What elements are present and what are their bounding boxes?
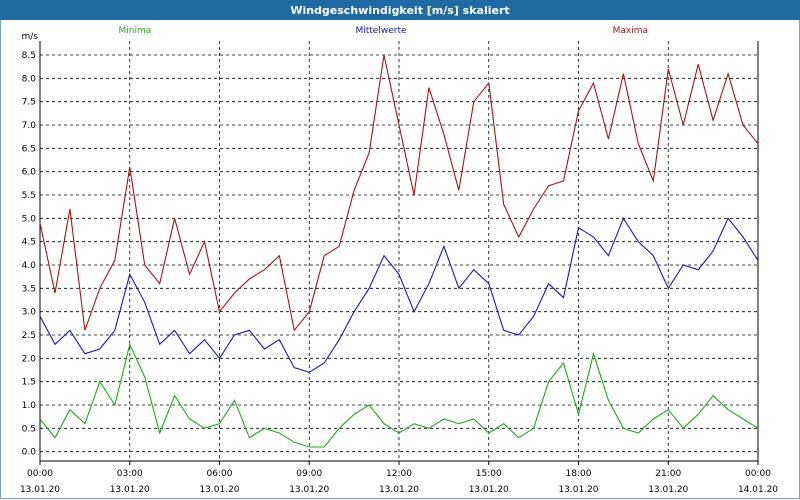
legend-maxima: Maxima: [613, 26, 648, 36]
y-tick-label: 4.5: [22, 238, 36, 248]
series-line-minima: [39, 342, 759, 448]
x-tick-time: 15:00: [476, 469, 502, 479]
y-tick-label: 5.5: [22, 191, 36, 201]
y-tick-label: 6.0: [22, 168, 37, 178]
grid-lines: [40, 41, 758, 461]
y-tick-label: 3.5: [22, 284, 36, 294]
x-tick-date: 13.01.20: [289, 485, 329, 495]
y-tick-label: 1.0: [22, 401, 37, 411]
x-tick-date: 13.01.20: [648, 485, 688, 495]
x-tick-date: 13.01.20: [20, 485, 60, 495]
x-tick-time: 00:00: [745, 469, 771, 479]
y-tick-label: 0.5: [22, 424, 36, 434]
x-tick-date: 13.01.20: [469, 485, 509, 495]
series-line-mittelwerte: [39, 217, 759, 373]
x-tick-time: 09:00: [296, 469, 322, 479]
x-tick-time: 03:00: [117, 469, 143, 479]
series-line-maxima: [39, 54, 759, 332]
y-tick-label: 8.5: [22, 51, 36, 61]
legend: Minima Mittelwerte Maxima: [118, 26, 647, 36]
x-tick-date: 14.01.20: [738, 485, 778, 495]
window-title: Windgeschwindigkeit [m/s] skaliert: [0, 0, 800, 20]
tick-labels: 0.0 0.5 1.0 1.5 2.0 2.5 3.0 3.5 4.0 4.5 5.0 5.5 6.0 6…: [20, 32, 778, 495]
x-tick-time: 12:00: [386, 469, 412, 479]
y-tick-label: 6.5: [22, 144, 36, 154]
y-tick-label: 1.5: [22, 378, 36, 388]
legend-mittelwerte: Mittelwerte: [355, 26, 406, 36]
x-tick-date: 13.01.20: [110, 485, 150, 495]
y-tick-label: 8.0: [22, 74, 37, 84]
y-tick-label: 2.0: [22, 354, 37, 364]
x-tick-date: 13.01.20: [558, 485, 598, 495]
axes: [39, 41, 759, 465]
x-tick-time: 00:00: [27, 469, 53, 479]
y-axis-label: m/s: [22, 32, 39, 42]
x-tick-date: 13.01.20: [199, 485, 239, 495]
series-lines: [39, 54, 759, 448]
y-tick-label: 4.0: [22, 261, 37, 271]
y-tick-label: 7.5: [22, 98, 36, 108]
y-tick-label: 5.0: [22, 214, 37, 224]
y-tick-label: 3.0: [22, 308, 37, 318]
y-tick-label: 2.5: [22, 331, 36, 341]
y-tick-label: 7.0: [22, 121, 37, 131]
legend-minima: Minima: [118, 26, 151, 36]
x-tick-time: 18:00: [566, 469, 592, 479]
x-tick-time: 06:00: [207, 469, 233, 479]
x-tick-time: 21:00: [655, 469, 681, 479]
y-tick-label: 0.0: [22, 448, 37, 458]
x-tick-date: 13.01.20: [379, 485, 419, 495]
